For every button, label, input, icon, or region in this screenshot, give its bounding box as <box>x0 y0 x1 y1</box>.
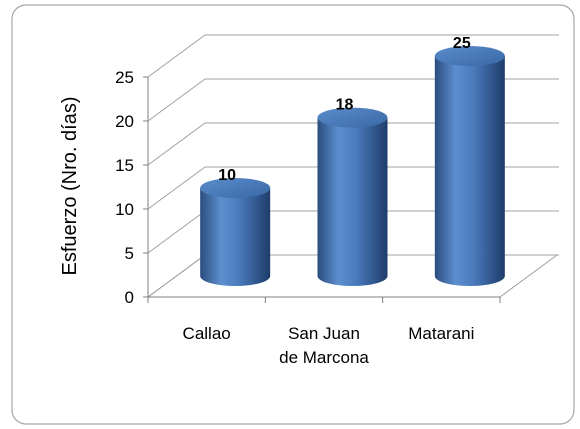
y-axis-title: Esfuerzo (Nro. días) <box>59 97 81 276</box>
bar <box>317 117 388 286</box>
y-tick-label: 5 <box>125 244 134 263</box>
x-tick-label: Callao <box>182 324 231 343</box>
y-tick-label: 0 <box>125 288 134 307</box>
chart-border <box>11 4 575 425</box>
bar <box>200 188 271 286</box>
data-label: 25 <box>453 35 471 52</box>
y-tick-label: 10 <box>115 200 134 219</box>
bar <box>434 56 505 286</box>
grid-line <box>147 34 559 78</box>
y-tick-label: 25 <box>115 68 134 87</box>
data-label: 18 <box>336 97 354 114</box>
bar-top <box>317 107 388 128</box>
bar-top <box>200 178 271 198</box>
x-tick-label: Matarani <box>408 324 475 343</box>
y-tick-label: 20 <box>115 112 134 131</box>
bar-top <box>434 46 505 66</box>
x-tick-label: San Juan de Marcona <box>279 324 369 367</box>
data-label: 10 <box>218 167 236 184</box>
y-tick-label: 15 <box>115 156 134 175</box>
